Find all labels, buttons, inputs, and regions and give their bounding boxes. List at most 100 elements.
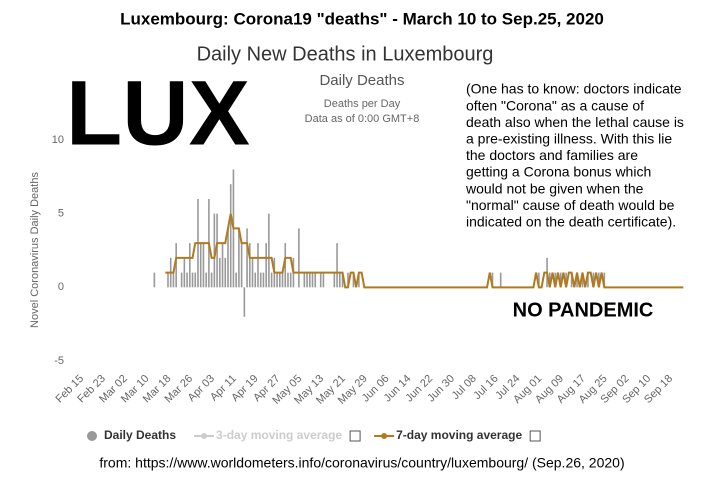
bar (592, 272, 595, 288)
legend-symbol (87, 431, 97, 441)
annotation-line: (One has to know: doctors indicate (466, 81, 682, 97)
bar (358, 272, 360, 288)
bar (251, 257, 254, 288)
bar (167, 272, 169, 288)
bar (548, 272, 551, 288)
bar (221, 243, 224, 288)
bar (333, 272, 336, 288)
bar (565, 272, 567, 288)
bar (189, 243, 191, 288)
bar (205, 272, 207, 288)
annotation-line: often "Corona" as a cause of (466, 97, 644, 113)
bar (191, 272, 194, 288)
bar (227, 228, 229, 288)
bar (576, 272, 578, 288)
bar (175, 243, 177, 288)
note: Deaths per Day (324, 98, 401, 110)
annotation-line: death also when the lethal cause is (466, 114, 684, 130)
y-tick-label: 5 (58, 208, 64, 220)
bar (336, 243, 338, 288)
y-tick-label: 10 (52, 134, 64, 146)
bar (338, 272, 341, 288)
bar (587, 272, 589, 288)
bar (491, 272, 494, 288)
bar (194, 272, 197, 288)
bar (352, 272, 355, 288)
bar (202, 243, 205, 288)
bar (259, 272, 262, 288)
bar (216, 213, 218, 288)
note: Data as of 0:00 GMT+8 (305, 113, 420, 125)
bar (213, 213, 216, 288)
bar (254, 272, 257, 288)
bar (306, 272, 308, 288)
y-tick-label: -5 (54, 355, 64, 367)
annotation-line: getting a Corona bonus which (466, 164, 651, 180)
callout: NO PANDEMIC (513, 299, 654, 321)
bar (538, 272, 540, 288)
header: Luxembourg: Corona19 "deaths" - March 10… (120, 9, 604, 28)
annotation-line: a pre-existing illness. With this lie (466, 131, 672, 147)
bar (284, 243, 287, 288)
checkbox[interactable] (349, 430, 361, 442)
chart-subtitle: Daily Deaths (319, 72, 404, 89)
source: from: https://www.worldometers.info/coro… (99, 455, 624, 471)
bar (262, 272, 265, 288)
bar (303, 272, 306, 288)
legend: Daily Deaths 3-day moving average 7-day mo… (87, 428, 541, 442)
bar (210, 272, 213, 288)
bar (249, 243, 251, 288)
bar (199, 243, 202, 288)
annotation-line: indicated on the death certificate). (466, 214, 676, 230)
bar (268, 213, 270, 288)
checkbox[interactable] (529, 430, 541, 442)
bar (240, 243, 243, 288)
annotation-line: would not be given when the (465, 180, 644, 196)
bar (341, 272, 344, 288)
bar (311, 272, 314, 288)
bar (186, 272, 188, 288)
line (165, 213, 684, 289)
bar (499, 272, 502, 288)
bar (559, 272, 562, 288)
legend-label[interactable]: 7-day moving average (396, 428, 522, 442)
bar (298, 228, 300, 288)
bar (257, 243, 259, 288)
bar (172, 272, 175, 288)
bar (235, 272, 237, 288)
bar (554, 272, 557, 288)
y-axis-label: Novel Coronavirus Daily Deaths (29, 172, 41, 328)
bar (314, 272, 317, 288)
bar (603, 272, 606, 288)
bar (153, 272, 156, 288)
legend-symbol (201, 433, 208, 439)
legend-label[interactable]: Daily Deaths (104, 428, 176, 442)
bar (319, 272, 322, 288)
bar (243, 287, 246, 317)
bar (270, 272, 273, 288)
bar (224, 257, 227, 288)
bar (229, 184, 232, 288)
bar (219, 257, 221, 288)
bar (287, 272, 289, 288)
annotation-line: the doctors and families are (466, 147, 638, 163)
bar (180, 272, 183, 288)
bar (289, 272, 292, 288)
bar (570, 272, 573, 288)
bar (581, 272, 584, 288)
stamp: LUX (66, 62, 250, 164)
chart-title: Daily New Deaths in Luxembourg (197, 43, 494, 65)
y-tick-label: 0 (58, 281, 64, 293)
bar (276, 272, 278, 288)
bar (183, 257, 186, 288)
bar (278, 272, 281, 288)
bar (281, 272, 284, 288)
bar (238, 228, 240, 288)
bar (265, 243, 267, 288)
bar (347, 272, 349, 288)
bar (246, 228, 248, 288)
legend-label[interactable]: 3-day moving average (216, 428, 342, 442)
bar (598, 272, 600, 288)
